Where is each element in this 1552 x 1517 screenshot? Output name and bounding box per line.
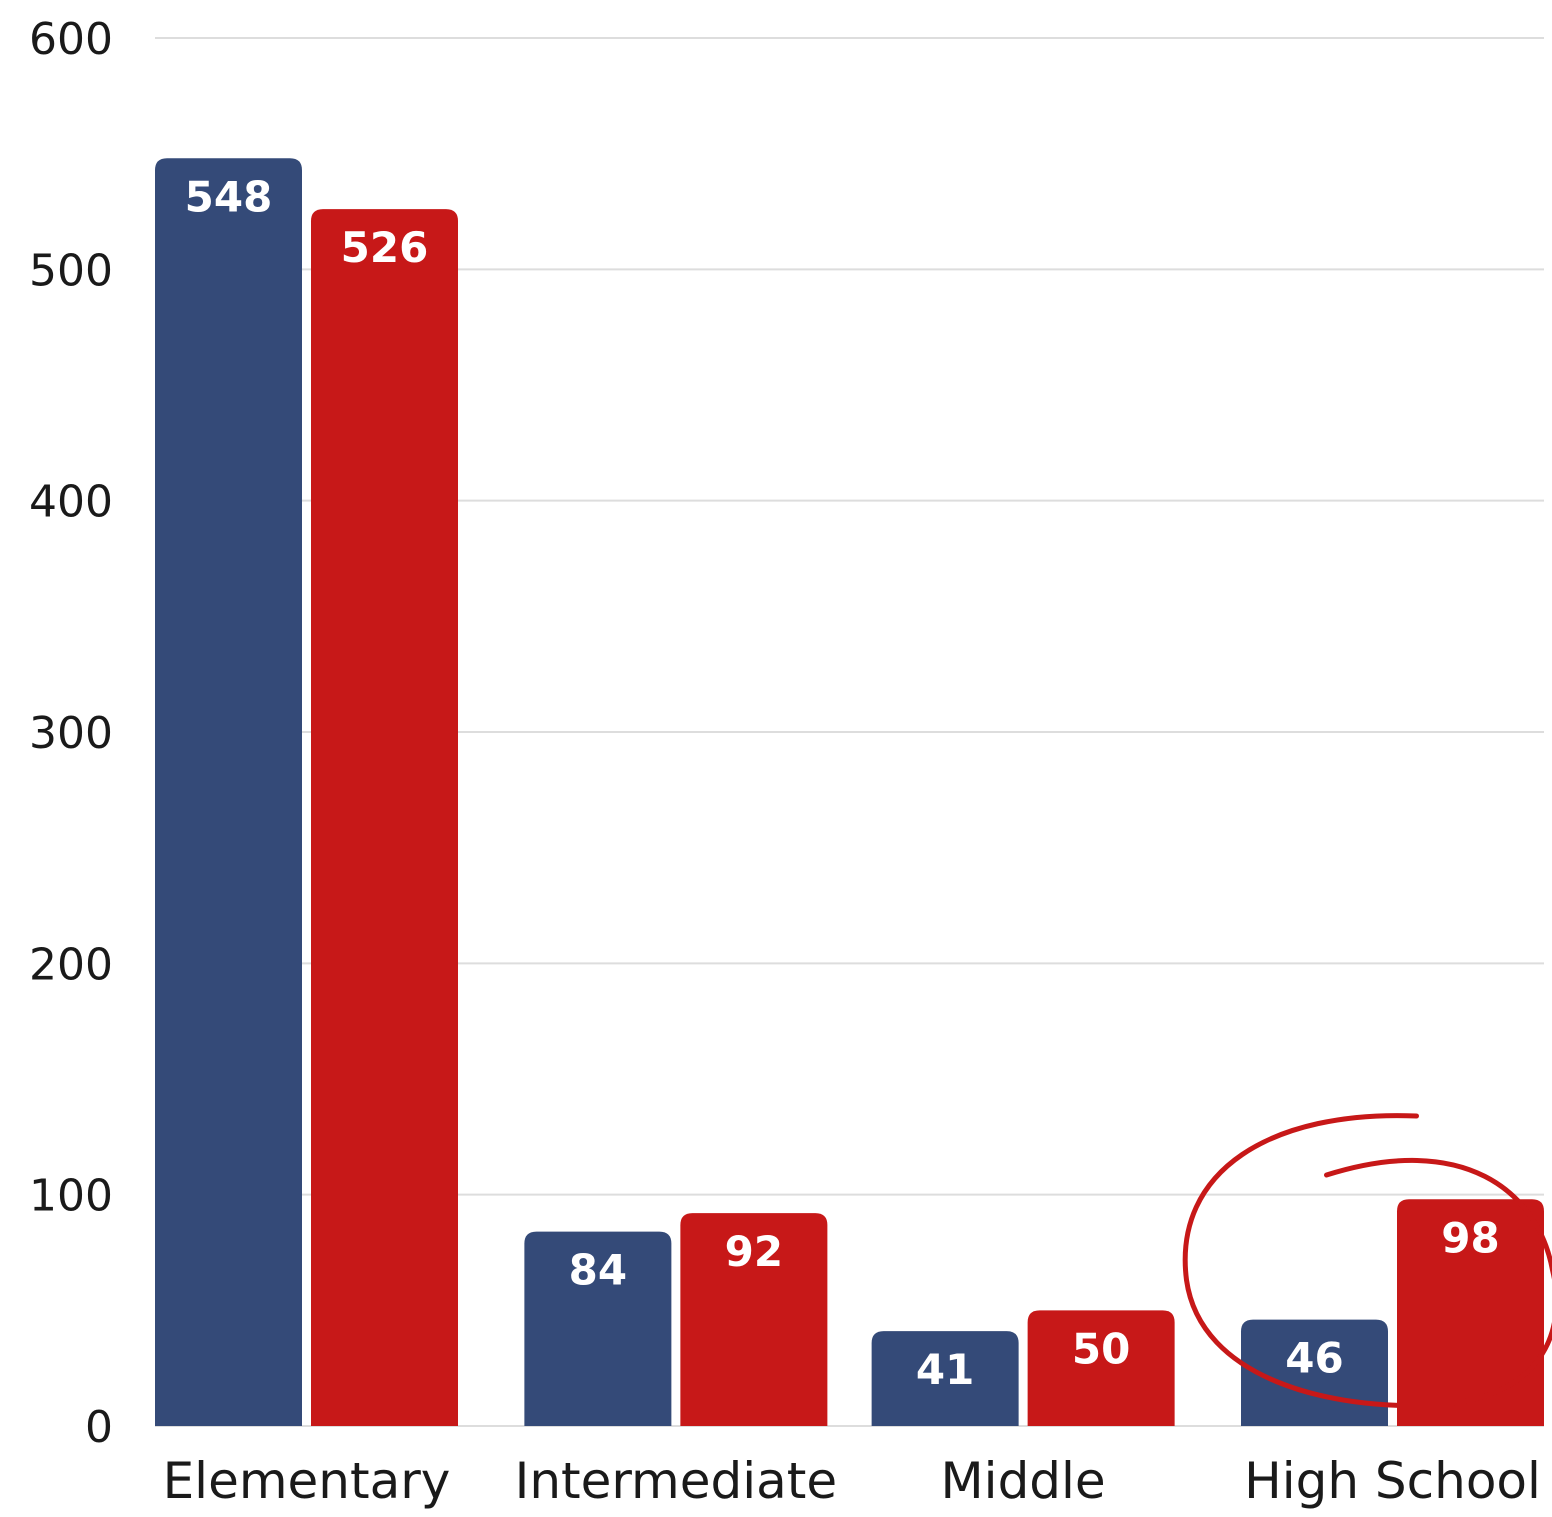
x-category-label: Middle <box>941 1452 1106 1510</box>
data-label: 548 <box>185 172 273 221</box>
bar-high-school-series-2 <box>1397 1199 1544 1426</box>
x-category-label: Elementary <box>163 1452 451 1510</box>
y-tick-label: 300 <box>29 708 113 759</box>
data-labels: 548 526 84 92 41 50 46 98 <box>185 172 1500 1394</box>
y-tick-label: 200 <box>29 939 113 990</box>
x-category-label: High School <box>1244 1452 1541 1510</box>
data-label: 92 <box>725 1227 783 1276</box>
y-tick-label: 0 <box>85 1402 113 1453</box>
bar-intermediate-series-1 <box>524 1231 672 1426</box>
y-tick-label: 600 <box>29 14 113 65</box>
annotation-circle <box>1182 1113 1552 1408</box>
annotation-circle-stroke <box>1182 1113 1552 1408</box>
bar-middle-series-1 <box>871 1331 1019 1426</box>
data-label: 84 <box>569 1246 627 1295</box>
bar-middle-series-2 <box>1027 1310 1175 1426</box>
bar-intermediate-series-2 <box>680 1213 828 1426</box>
y-tick-label: 500 <box>29 245 113 296</box>
y-tick-label: 100 <box>29 1171 113 1222</box>
data-label: 41 <box>916 1345 974 1394</box>
y-tick-label: 400 <box>29 477 113 528</box>
bars <box>155 158 1544 1427</box>
data-label: 526 <box>341 223 429 272</box>
x-category-label: Intermediate <box>515 1452 838 1510</box>
data-label: 98 <box>1441 1213 1499 1262</box>
data-label: 46 <box>1285 1334 1343 1383</box>
y-axis-tick-labels: 0 100 200 300 400 500 600 <box>29 14 113 1453</box>
bar-elementary-series-1 <box>155 158 302 1426</box>
x-axis-category-labels: Elementary Intermediate Middle High School <box>163 1452 1541 1510</box>
data-label: 50 <box>1072 1324 1130 1373</box>
bar-elementary-series-2 <box>311 209 458 1427</box>
